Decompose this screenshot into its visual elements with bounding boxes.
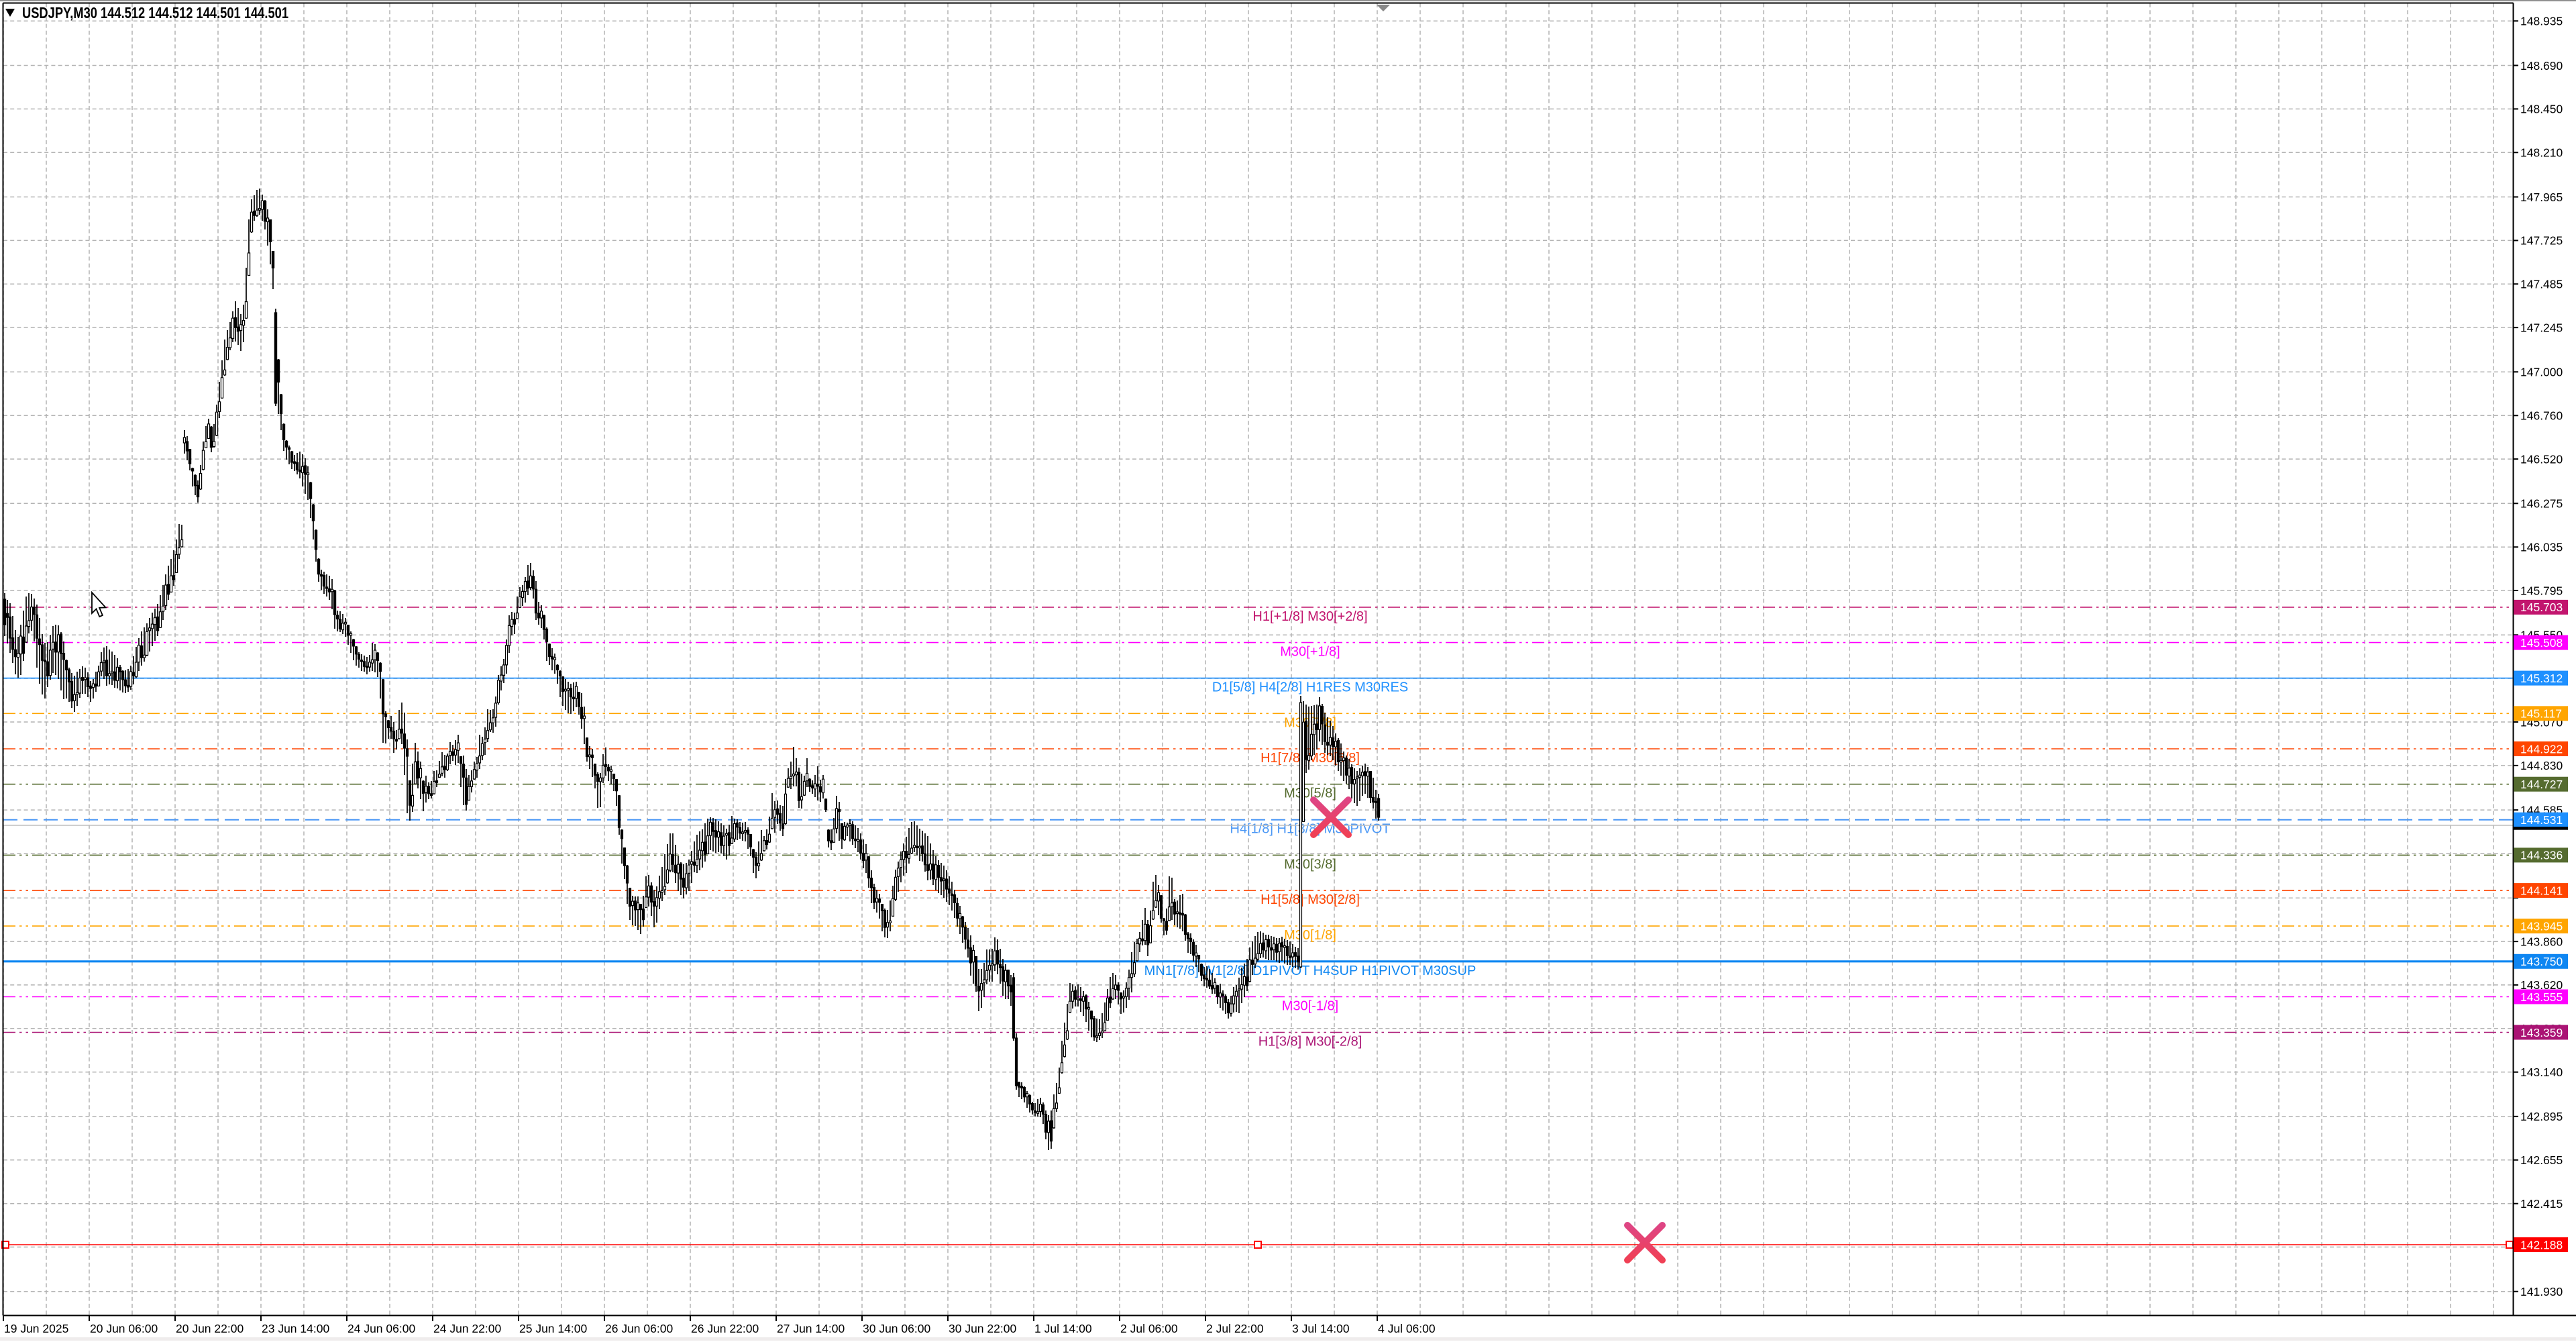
svg-text:1 Jul 14:00: 1 Jul 14:00 — [1034, 1322, 1092, 1335]
svg-text:142.655: 142.655 — [2520, 1153, 2563, 1167]
svg-text:4 Jul 06:00: 4 Jul 06:00 — [1378, 1322, 1436, 1335]
svg-text:H4[1/8] H1[3/8] M30PIVOT: H4[1/8] H1[3/8] M30PIVOT — [1230, 822, 1391, 837]
svg-text:144.922: 144.922 — [2520, 742, 2563, 756]
svg-text:27 Jun 14:00: 27 Jun 14:00 — [777, 1322, 845, 1335]
svg-text:24 Jun 06:00: 24 Jun 06:00 — [347, 1322, 415, 1335]
svg-text:144.727: 144.727 — [2520, 778, 2563, 791]
svg-text:H1[5/8] M30[2/8]: H1[5/8] M30[2/8] — [1260, 892, 1360, 907]
svg-text:144.141: 144.141 — [2520, 884, 2563, 897]
svg-text:M30[3/8]: M30[3/8] — [1284, 857, 1336, 872]
svg-text:M30[-1/8]: M30[-1/8] — [1282, 999, 1338, 1014]
svg-text:147.000: 147.000 — [2520, 366, 2563, 379]
svg-text:19 Jun 2025: 19 Jun 2025 — [4, 1322, 68, 1335]
svg-text:146.035: 146.035 — [2520, 541, 2563, 554]
svg-text:147.245: 147.245 — [2520, 321, 2563, 334]
svg-text:148.210: 148.210 — [2520, 146, 2563, 160]
svg-text:146.275: 146.275 — [2520, 497, 2563, 511]
svg-text:146.520: 146.520 — [2520, 452, 2563, 466]
svg-text:MN1[7/8] W1[2/8] D1PIVOT H4SUP: MN1[7/8] W1[2/8] D1PIVOT H4SUP H1PIVOT M… — [1144, 964, 1477, 978]
svg-text:20 Jun 22:00: 20 Jun 22:00 — [176, 1322, 244, 1335]
svg-text:30 Jun 22:00: 30 Jun 22:00 — [949, 1322, 1016, 1335]
svg-text:142.415: 142.415 — [2520, 1197, 2563, 1210]
svg-text:20 Jun 06:00: 20 Jun 06:00 — [90, 1322, 158, 1335]
svg-text:M30[+1/8]: M30[+1/8] — [1280, 645, 1340, 660]
svg-text:143.750: 143.750 — [2520, 955, 2563, 968]
svg-text:M30[7/8]: M30[7/8] — [1284, 715, 1336, 730]
svg-text:D1[5/8] H4[2/8] H1RES M30RES: D1[5/8] H4[2/8] H1RES M30RES — [1212, 680, 1408, 695]
svg-text:143.359: 143.359 — [2520, 1026, 2563, 1039]
svg-text:144.830: 144.830 — [2520, 759, 2563, 772]
svg-text:144.531: 144.531 — [2520, 813, 2563, 827]
svg-text:USDJPY,M30 144.512 144.512 14: USDJPY,M30 144.512 144.512 144.501 144.5… — [22, 4, 288, 21]
svg-text:145.508: 145.508 — [2520, 636, 2563, 650]
svg-text:143.860: 143.860 — [2520, 935, 2563, 948]
svg-text:3 Jul 14:00: 3 Jul 14:00 — [1292, 1322, 1350, 1335]
svg-text:141.930: 141.930 — [2520, 1285, 2563, 1298]
svg-text:145.703: 145.703 — [2520, 601, 2563, 614]
svg-text:23 Jun 14:00: 23 Jun 14:00 — [262, 1322, 329, 1335]
svg-text:145.117: 145.117 — [2520, 707, 2562, 721]
svg-text:143.620: 143.620 — [2520, 978, 2563, 992]
svg-text:25 Jun 14:00: 25 Jun 14:00 — [519, 1322, 587, 1335]
svg-text:144.336: 144.336 — [2520, 849, 2563, 862]
svg-text:2 Jul 22:00: 2 Jul 22:00 — [1206, 1322, 1264, 1335]
svg-text:24 Jun 22:00: 24 Jun 22:00 — [433, 1322, 501, 1335]
svg-text:143.140: 143.140 — [2520, 1066, 2563, 1079]
svg-text:2 Jul 06:00: 2 Jul 06:00 — [1120, 1322, 1178, 1335]
svg-text:M30[1/8]: M30[1/8] — [1284, 928, 1336, 943]
svg-text:145.795: 145.795 — [2520, 584, 2563, 597]
svg-text:148.690: 148.690 — [2520, 59, 2563, 72]
svg-text:H1[3/8] M30[-2/8]: H1[3/8] M30[-2/8] — [1258, 1035, 1362, 1049]
svg-text:147.485: 147.485 — [2520, 278, 2563, 291]
svg-text:H1[+1/8] M30[+2/8]: H1[+1/8] M30[+2/8] — [1252, 609, 1367, 624]
svg-text:142.188: 142.188 — [2520, 1238, 2563, 1251]
svg-text:147.965: 147.965 — [2520, 191, 2563, 204]
svg-text:143.555: 143.555 — [2520, 990, 2563, 1004]
svg-text:148.450: 148.450 — [2520, 103, 2563, 116]
svg-text:26 Jun 06:00: 26 Jun 06:00 — [605, 1322, 673, 1335]
svg-text:147.725: 147.725 — [2520, 234, 2563, 248]
svg-text:143.945: 143.945 — [2520, 919, 2563, 933]
svg-text:M30[5/8]: M30[5/8] — [1284, 786, 1336, 801]
svg-text:142.895: 142.895 — [2520, 1110, 2563, 1123]
svg-text:26 Jun 22:00: 26 Jun 22:00 — [691, 1322, 759, 1335]
svg-text:146.760: 146.760 — [2520, 409, 2563, 423]
svg-text:148.935: 148.935 — [2520, 15, 2563, 28]
svg-text:145.312: 145.312 — [2520, 672, 2563, 685]
svg-text:30 Jun 06:00: 30 Jun 06:00 — [863, 1322, 930, 1335]
